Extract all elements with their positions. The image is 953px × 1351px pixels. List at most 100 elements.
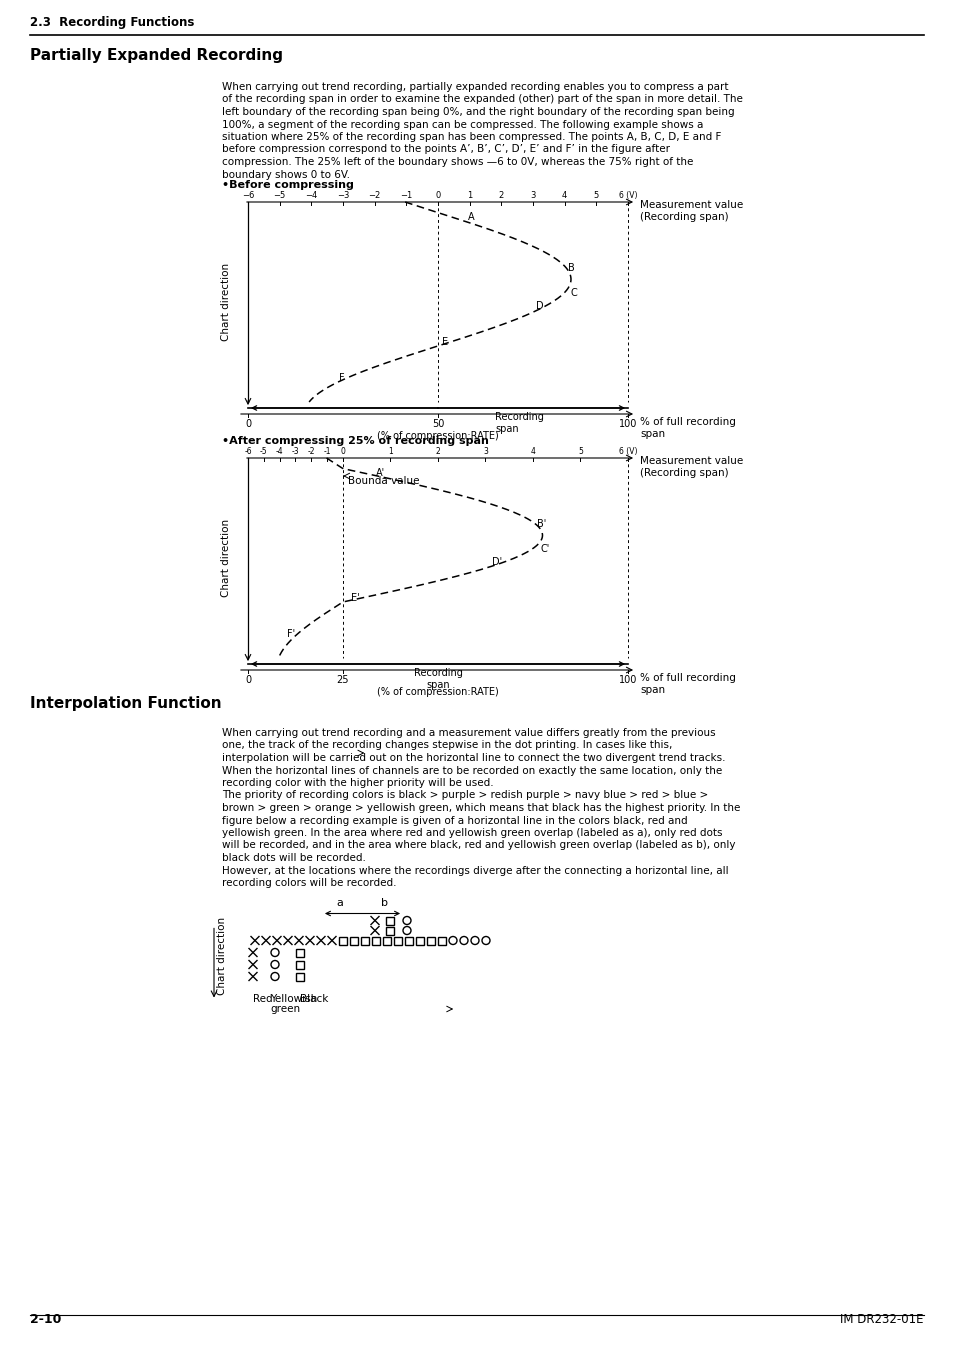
Text: recording colors will be recorded.: recording colors will be recorded.	[222, 878, 396, 888]
Text: 5: 5	[578, 447, 582, 457]
Text: Chart direction: Chart direction	[216, 916, 227, 994]
Text: E': E'	[351, 593, 359, 603]
Text: Measurement value
(Recording span): Measurement value (Recording span)	[639, 200, 742, 223]
Text: compression. The 25% left of the boundary shows —6 to 0V, whereas the 75% right : compression. The 25% left of the boundar…	[222, 157, 693, 168]
Text: D': D'	[492, 557, 501, 567]
Text: boundary shows 0 to 6V.: boundary shows 0 to 6V.	[222, 169, 350, 180]
Text: b: b	[381, 897, 388, 908]
Text: −2: −2	[368, 190, 380, 200]
Text: 5: 5	[593, 190, 598, 200]
Text: black dots will be recorded.: black dots will be recorded.	[222, 852, 366, 863]
Text: −3: −3	[336, 190, 349, 200]
Text: E: E	[442, 336, 448, 347]
Bar	[350, 936, 357, 944]
Text: Recording
span: Recording span	[414, 667, 462, 690]
Text: F': F'	[287, 630, 295, 639]
Text: situation where 25% of the recording span has been compressed. The points A, B, : situation where 25% of the recording spa…	[222, 132, 720, 142]
Text: a: a	[336, 897, 343, 908]
Text: figure below a recording example is given of a horizontal line in the colors bla: figure below a recording example is give…	[222, 816, 687, 825]
Bar	[338, 936, 347, 944]
Text: Yellowish: Yellowish	[270, 993, 317, 1004]
Text: D: D	[536, 301, 543, 311]
Text: -5: -5	[260, 447, 268, 457]
Text: When carrying out trend recording, partially expanded recording enables you to c: When carrying out trend recording, parti…	[222, 82, 728, 92]
Text: 50: 50	[432, 419, 444, 430]
Bar	[295, 961, 304, 969]
Text: •After compressing 25% of recording span: •After compressing 25% of recording span	[222, 436, 488, 446]
Text: 2: 2	[498, 190, 503, 200]
Text: brown > green > orange > yellowish green, which means that black has the highest: brown > green > orange > yellowish green…	[222, 802, 740, 813]
Text: left boundary of the recording span being 0%, and the right boundary of the reco: left boundary of the recording span bein…	[222, 107, 734, 118]
Text: However, at the locations where the recordings diverge after the connecting a ho: However, at the locations where the reco…	[222, 866, 728, 875]
Text: before compression correspond to the points A’, B’, C’, D’, E’ and F’ in the fig: before compression correspond to the poi…	[222, 145, 669, 154]
Text: 2-10: 2-10	[30, 1313, 61, 1325]
Text: 1: 1	[388, 447, 393, 457]
Text: Black: Black	[299, 993, 328, 1004]
Bar	[386, 916, 394, 924]
Text: Measurement value
(Recording span): Measurement value (Recording span)	[639, 457, 742, 478]
Text: When the horizontal lines of channels are to be recorded on exactly the same loc: When the horizontal lines of channels ar…	[222, 766, 721, 775]
Text: -2: -2	[307, 447, 314, 457]
Text: Interpolation Function: Interpolation Function	[30, 696, 221, 711]
Bar	[427, 936, 435, 944]
Text: (% of compression:RATE): (% of compression:RATE)	[376, 431, 498, 440]
Text: Recording
span: Recording span	[495, 412, 543, 435]
Text: 4: 4	[561, 190, 567, 200]
Text: interpolation will be carried out on the horizontal line to connect the two dive: interpolation will be carried out on the…	[222, 753, 724, 763]
Text: (% of compression:RATE): (% of compression:RATE)	[376, 688, 498, 697]
Text: 100: 100	[618, 676, 637, 685]
Text: −1: −1	[400, 190, 412, 200]
Text: 6 (V): 6 (V)	[618, 190, 637, 200]
Text: 3: 3	[482, 447, 487, 457]
Text: one, the track of the recording changes stepwise in the dot printing. In cases l: one, the track of the recording changes …	[222, 740, 672, 751]
Text: 4: 4	[530, 447, 535, 457]
Text: C: C	[570, 288, 577, 299]
Text: 2: 2	[436, 447, 440, 457]
Text: The priority of recording colors is black > purple > redish purple > navy blue >: The priority of recording colors is blac…	[222, 790, 707, 801]
Text: green: green	[270, 1005, 300, 1015]
Text: -1: -1	[323, 447, 331, 457]
Text: IM DR232-01E: IM DR232-01E	[840, 1313, 923, 1325]
Text: of the recording span in order to examine the expanded (other) part of the span : of the recording span in order to examin…	[222, 95, 742, 104]
Text: When carrying out trend recording and a measurement value differs greatly from t: When carrying out trend recording and a …	[222, 728, 715, 738]
Text: 25: 25	[336, 676, 349, 685]
Text: Chart direction: Chart direction	[221, 263, 231, 340]
Text: 3: 3	[530, 190, 536, 200]
Text: 0: 0	[245, 419, 251, 430]
Bar	[295, 973, 304, 981]
Text: will be recorded, and in the area where black, red and yellowish green overlap (: will be recorded, and in the area where …	[222, 840, 735, 851]
Bar	[416, 936, 423, 944]
Text: −6: −6	[241, 190, 253, 200]
Text: 100%, a segment of the recording span can be compressed. The following example s: 100%, a segment of the recording span ca…	[222, 119, 702, 130]
Text: •Before compressing: •Before compressing	[222, 180, 354, 190]
Text: 0: 0	[435, 190, 440, 200]
Text: -6: -6	[244, 447, 252, 457]
Text: A: A	[468, 212, 475, 222]
Text: −5: −5	[274, 190, 286, 200]
Text: yellowish green. In the area where red and yellowish green overlap (labeled as a: yellowish green. In the area where red a…	[222, 828, 721, 838]
Bar	[394, 936, 401, 944]
Bar	[360, 936, 369, 944]
Bar	[372, 936, 379, 944]
Text: 0: 0	[245, 676, 251, 685]
Text: 100: 100	[618, 419, 637, 430]
Bar	[437, 936, 446, 944]
Text: % of full recording
span: % of full recording span	[639, 417, 735, 439]
Text: C': C'	[539, 544, 549, 554]
Text: A': A'	[375, 467, 384, 478]
Text: % of full recording
span: % of full recording span	[639, 673, 735, 696]
Text: 2.3  Recording Functions: 2.3 Recording Functions	[30, 16, 194, 28]
Text: -3: -3	[292, 447, 299, 457]
Text: Partially Expanded Recording: Partially Expanded Recording	[30, 49, 283, 63]
Text: Red: Red	[253, 993, 273, 1004]
Text: 1: 1	[467, 190, 472, 200]
Text: B: B	[568, 263, 575, 273]
Bar	[382, 936, 391, 944]
Text: recording color with the higher priority will be used.: recording color with the higher priority…	[222, 778, 493, 788]
Bar	[405, 936, 413, 944]
Text: Bounda value: Bounda value	[348, 476, 419, 486]
Text: −4: −4	[305, 190, 317, 200]
Text: F: F	[339, 373, 344, 382]
Bar	[295, 948, 304, 957]
Text: B': B'	[537, 519, 546, 530]
